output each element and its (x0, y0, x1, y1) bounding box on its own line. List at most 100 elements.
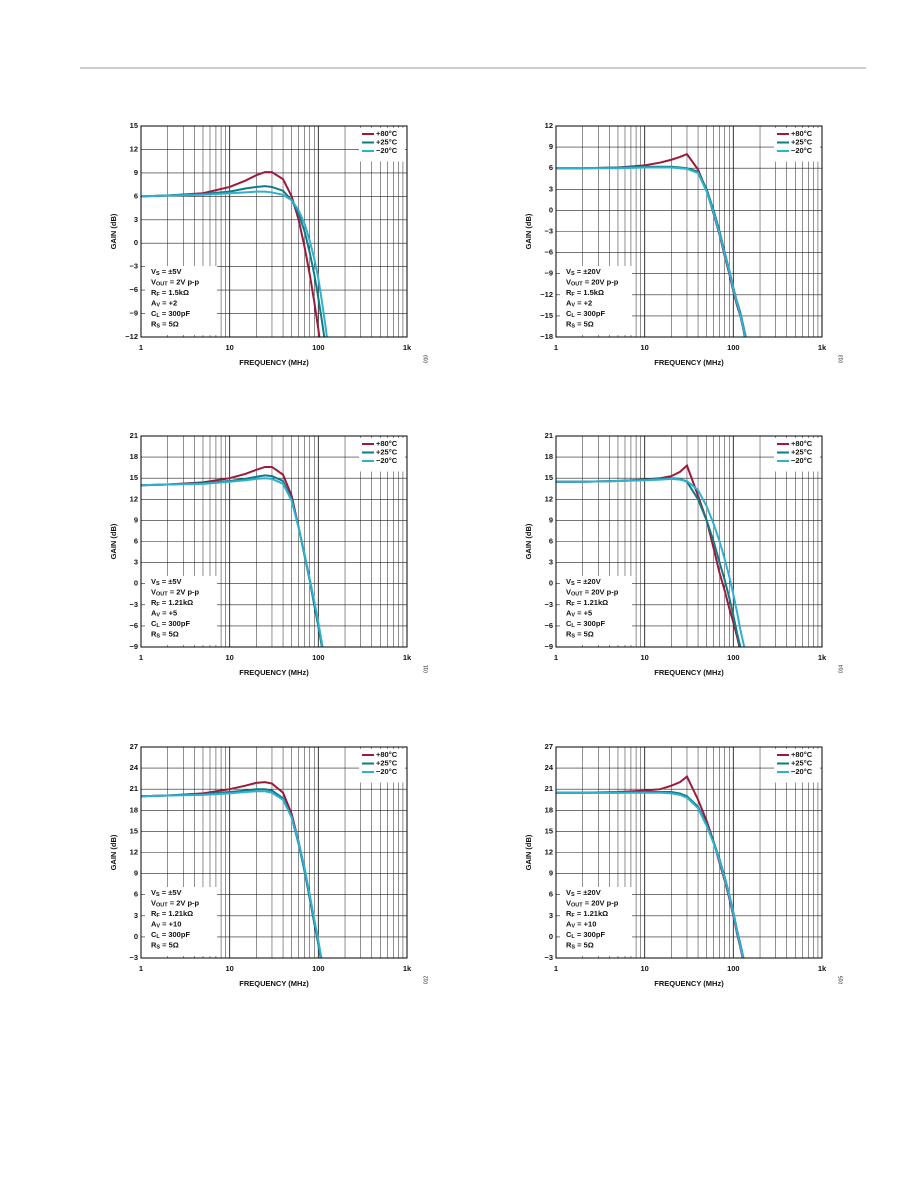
annotation-symbol: A (566, 919, 572, 928)
y-tick-label: 27 (130, 742, 138, 751)
x-tick-label: 10 (640, 653, 648, 662)
annotation-value: = +2 (160, 298, 177, 307)
annotation-value: = 2V p-p (168, 587, 200, 596)
annotation-value: = ±5V (160, 577, 182, 586)
annotation-subscript: S (156, 945, 160, 951)
chart: −3 0 3 6 9 12 15 18 21 24 27 1 10 100 1k FREQUENCY (MHz… (524, 742, 844, 988)
annotation-symbol: V (151, 587, 156, 596)
annotation-subscript: V (156, 303, 160, 309)
y-tick-label: 6 (134, 191, 138, 200)
annotation-subscript: S (571, 945, 575, 951)
annotation-subscript: S (156, 271, 160, 277)
x-axis-label: FREQUENCY (MHz) (239, 358, 309, 367)
annotation-subscript: L (156, 313, 160, 319)
annotation-value: = 1.21kΩ (160, 598, 193, 607)
x-tick-label: 1 (139, 343, 143, 352)
y-tick-label: 0 (549, 579, 553, 588)
annotation-box (560, 266, 632, 335)
x-tick-label: 1k (818, 964, 827, 973)
x-tick-label: 100 (312, 964, 325, 973)
y-tick-label: 24 (130, 763, 139, 772)
annotation-line: AV = +5 (151, 608, 177, 618)
annotation-line: RS = 5Ω (151, 940, 179, 950)
annotation-symbol: A (151, 608, 157, 617)
legend-label: +25°C (791, 758, 813, 767)
y-tick-label: 12 (130, 144, 138, 153)
annotation-line: RF = 1.5kΩ (151, 288, 189, 298)
y-tick-label: 0 (134, 238, 138, 247)
annotation-value: = 300pF (160, 930, 191, 939)
annotation-subscript: F (571, 913, 575, 919)
plot-border (140, 125, 408, 338)
annotation-line: VOUT = 2V p-p (151, 587, 200, 597)
y-tick-label: 3 (549, 558, 553, 567)
annotation-subscript: V (571, 924, 575, 930)
annotation-symbol: R (566, 598, 572, 607)
x-tick-label: 1k (403, 653, 412, 662)
annotation-symbol: A (151, 919, 157, 928)
figure-id: 013 (838, 355, 844, 364)
annotation-subscript: OUT (571, 903, 583, 909)
x-tick-label: 10 (225, 343, 233, 352)
annotation-value: = +10 (575, 919, 596, 928)
annotation-symbol: R (566, 909, 572, 918)
y-tick-label: −15 (540, 311, 553, 320)
annotation-line: CL = 300pF (566, 619, 605, 629)
x-tick-label: 1k (403, 343, 412, 352)
y-tick-label: 18 (130, 805, 138, 814)
annotation-subscript: OUT (156, 592, 168, 598)
annotation-symbol: R (151, 598, 157, 607)
y-axis-label: GAIN (dB) (524, 523, 533, 559)
gain-curve (556, 791, 745, 958)
y-tick-label: 3 (134, 215, 138, 224)
annotation-box (560, 887, 632, 956)
annotation-line: CL = 300pF (151, 619, 190, 629)
annotation-subscript: S (571, 892, 575, 898)
chart: −18 −15 −12 −9 −6 −3 0 3 6 9 12 1 10 100 1k FREQUENCY (… (524, 121, 844, 367)
x-tick-label: 10 (640, 343, 648, 352)
annotation-symbol: C (151, 930, 157, 939)
annotation-line: RF = 1.5kΩ (566, 288, 604, 298)
plot-border (555, 435, 823, 648)
y-tick-label: −3 (544, 953, 553, 962)
legend-label: +80°C (791, 129, 813, 138)
annotation-box (145, 887, 217, 956)
annotation-value: = 1.21kΩ (575, 598, 608, 607)
annotation-value: = 20V p-p (583, 277, 619, 286)
annotation-symbol: A (566, 298, 572, 307)
annotation-line: VS = ±5V (151, 267, 182, 277)
legend-label: +80°C (376, 750, 398, 759)
legend-label: −20°C (791, 456, 813, 465)
annotation-line: VOUT = 20V p-p (566, 898, 619, 908)
x-axis-label: FREQUENCY (MHz) (654, 979, 724, 988)
y-tick-label: 18 (545, 452, 553, 461)
y-tick-label: 15 (130, 473, 138, 482)
annotation-symbol: R (566, 629, 572, 638)
annotation-value: = 5Ω (160, 629, 179, 638)
annotation-symbol: A (566, 608, 572, 617)
gain-curve (141, 171, 321, 337)
y-tick-label: −9 (544, 269, 553, 278)
y-tick-label: 15 (545, 473, 553, 482)
annotation-symbol: V (566, 587, 571, 596)
annotation-line: VS = ±20V (566, 267, 601, 277)
y-tick-label: 18 (130, 452, 138, 461)
annotation-subscript: S (156, 324, 160, 330)
annotation-symbol: V (151, 898, 156, 907)
annotation-value: = 5Ω (160, 940, 179, 949)
y-tick-label: 0 (134, 932, 138, 941)
y-tick-label: 6 (549, 163, 553, 172)
chart: −9 −6 −3 0 3 6 9 12 15 18 21 1 10 100 1k FREQUENCY (MHz… (524, 431, 844, 677)
annotation-value: = ±5V (160, 267, 182, 276)
y-tick-label: 6 (134, 536, 138, 545)
y-tick-label: 21 (130, 431, 138, 440)
plot-border (140, 746, 408, 959)
annotation-line: RF = 1.21kΩ (566, 909, 608, 919)
annotation-symbol: V (151, 577, 156, 586)
legend-label: +80°C (791, 439, 813, 448)
annotation-value: = +5 (575, 608, 592, 617)
annotation-subscript: L (156, 934, 160, 940)
y-tick-label: 3 (134, 911, 138, 920)
y-tick-label: −9 (129, 642, 138, 651)
x-axis-label: FREQUENCY (MHz) (654, 358, 724, 367)
